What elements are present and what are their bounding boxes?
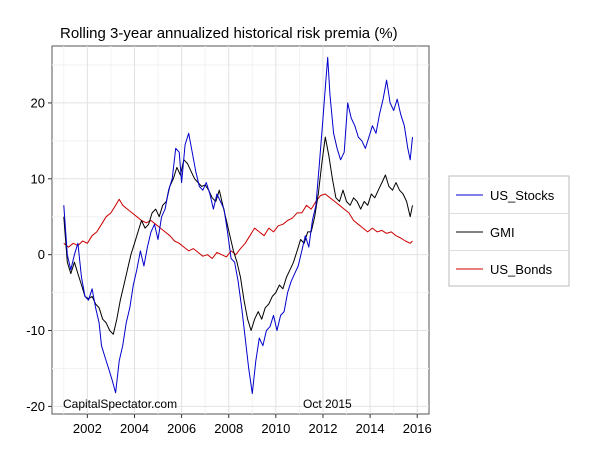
x-tick-label: 2016 <box>403 421 432 436</box>
x-tick-label: 2008 <box>214 421 243 436</box>
x-tick-label: 2006 <box>167 421 196 436</box>
series-line-us-bonds <box>63 193 413 259</box>
y-tick-label: 20 <box>31 95 45 110</box>
x-tick-label: 2010 <box>261 421 290 436</box>
y-tick-label: 10 <box>31 171 45 186</box>
legend-label-us-bonds: US_Bonds <box>490 262 553 277</box>
legend: US_Stocks GMI US_Bonds <box>448 175 570 287</box>
series-line-us-stocks <box>63 56 413 394</box>
y-tick-label: -20 <box>26 399 45 414</box>
legend-label-gmi: GMI <box>490 225 515 240</box>
x-tick-label: 2012 <box>309 421 338 436</box>
grid <box>52 46 429 414</box>
x-tick-label: 2004 <box>120 421 149 436</box>
series-lines <box>63 56 413 394</box>
y-tick-label: -10 <box>26 323 45 338</box>
y-tick-label: 0 <box>38 247 45 262</box>
legend-label-us-stocks: US_Stocks <box>490 188 555 203</box>
chart-title: Rolling 3-year annualized historical ris… <box>60 25 398 42</box>
legend-box <box>448 175 570 287</box>
x-tick-label: 2002 <box>73 421 102 436</box>
plot-panel <box>51 45 430 415</box>
source-annotation: CapitalSpectator.com <box>63 397 177 411</box>
x-tick-label: 2014 <box>356 421 385 436</box>
axis-ticks: 2002 2004 2006 2008 2010 2012 2014 2016 -20 -10 0 1… <box>26 95 431 436</box>
date-annotation: Oct 2015 <box>303 397 352 411</box>
series-line-gmi <box>63 136 413 335</box>
